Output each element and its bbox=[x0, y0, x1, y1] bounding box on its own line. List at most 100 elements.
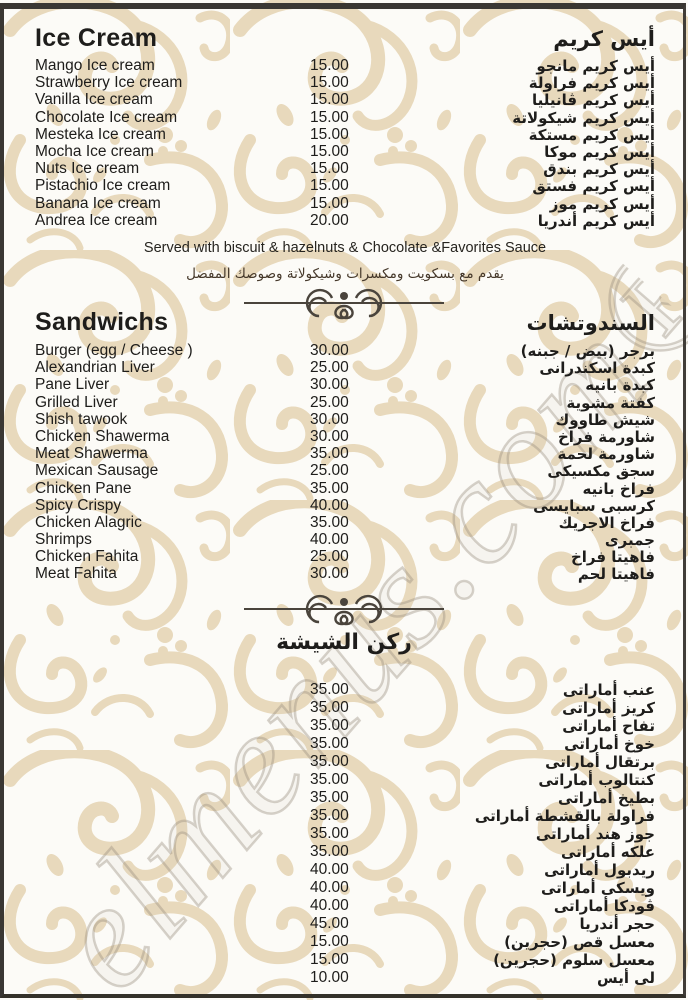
menu-item-row: 35.00 تفاح أماراتى bbox=[35, 717, 655, 735]
section-header-ice-cream: Ice Cream أيس كريم bbox=[35, 24, 655, 53]
item-name-ar: علكه أماراتى bbox=[560, 843, 655, 861]
item-name-ar: جوز هند أماراتى bbox=[535, 825, 655, 843]
item-name-ar: فاهيتا فراخ bbox=[570, 548, 655, 567]
item-price: 35.00 bbox=[310, 771, 349, 788]
menu-item-row: 35.00 كنتالوب أماراتى bbox=[35, 771, 655, 789]
menu-item-row: Meat Fahita 30.00 فاهيتا لحم bbox=[35, 565, 655, 584]
item-price: 35.00 bbox=[310, 825, 349, 842]
item-price: 35.00 bbox=[310, 735, 349, 752]
item-name-en: Andrea Ice cream bbox=[35, 211, 158, 229]
item-name-en: Mango Ice cream bbox=[35, 57, 155, 74]
item-price: 15.00 bbox=[310, 91, 349, 109]
item-price: 35.00 bbox=[310, 513, 349, 531]
menu-item-row: Mocha Ice cream 15.00 أيس كريم موكا bbox=[35, 142, 655, 161]
menu-item-row: 40.00 ريدبول أماراتى bbox=[35, 861, 655, 879]
item-price: 35.00 bbox=[310, 789, 349, 806]
menu-item-row: Mango Ice cream 15.00 أيس كريم مانجو bbox=[35, 57, 655, 75]
item-name-ar: أيس كريم فراولة bbox=[528, 74, 655, 93]
item-name-en: Chicken Shawerma bbox=[35, 427, 170, 445]
item-price: 30.00 bbox=[310, 376, 349, 394]
item-name-ar: أيس كريم موز bbox=[549, 194, 655, 213]
item-name-ar: بطيخ أماراتى bbox=[557, 789, 655, 807]
item-price: 40.00 bbox=[310, 897, 349, 914]
menu-item-row: Pistachio Ice cream 15.00 أيس كريم فستق bbox=[35, 177, 655, 196]
menu-item-row: Banana Ice cream 15.00 أيس كريم موز bbox=[35, 194, 655, 213]
menu-item-row: Vanilla Ice cream 15.00 أيس كريم ڤانيليا bbox=[35, 91, 655, 110]
item-name-ar: لى أيس bbox=[596, 969, 655, 987]
item-price: 40.00 bbox=[310, 496, 349, 514]
item-price: 40.00 bbox=[310, 879, 349, 896]
item-price: 30.00 bbox=[310, 565, 349, 583]
item-name-ar: كرسبى سبايسى bbox=[533, 496, 655, 515]
menu-item-row: Chicken Alagric 35.00 فراخ الاجريك bbox=[35, 513, 655, 532]
item-price: 10.00 bbox=[310, 969, 349, 986]
menu-item-row: 35.00 فراولة بالقشطة أماراتى bbox=[35, 807, 655, 825]
item-name-ar: فراخ بانيه bbox=[582, 479, 655, 498]
shisha-item-list: 35.00 عنب أماراتى 35.00 كريز أماراتى 35.… bbox=[35, 681, 655, 987]
sandwichs-title-ar: السندوتشات bbox=[526, 311, 655, 335]
menu-item-row: 10.00 لى أيس bbox=[35, 969, 655, 987]
item-price: 30.00 bbox=[310, 410, 349, 428]
item-name-ar: أيس كريم ڤانيليا bbox=[532, 91, 655, 110]
item-price: 25.00 bbox=[310, 393, 349, 411]
ornamental-divider bbox=[244, 288, 444, 320]
item-name-ar: فراخ الاجريك bbox=[558, 513, 655, 532]
item-price: 15.00 bbox=[310, 74, 349, 92]
item-name-ar: أيس كريم شيكولاتة bbox=[512, 108, 655, 127]
item-price: 15.00 bbox=[310, 160, 349, 178]
menu-item-row: 15.00 معسل سلوم (حجرين) bbox=[35, 951, 655, 969]
item-price: 35.00 bbox=[310, 681, 349, 698]
item-name-ar: كبدة بانيه bbox=[585, 376, 655, 395]
item-name-en: Meat Shawerma bbox=[35, 445, 148, 463]
menu-item-row: Pane Liver 30.00 كبدة بانيه bbox=[35, 376, 655, 395]
item-name-en: Chocolate Ice cream bbox=[35, 108, 178, 126]
item-price: 25.00 bbox=[310, 462, 349, 480]
menu-item-row: Nuts Ice cream 15.00 أيس كريم بندق bbox=[35, 160, 655, 178]
menu-item-row: 35.00 علكه أماراتى bbox=[35, 843, 655, 861]
item-name-en: Mocha Ice cream bbox=[35, 142, 154, 160]
item-name-en: Burger (egg / Cheese ) bbox=[35, 342, 193, 359]
item-name-ar: معسل سلوم (حجرين) bbox=[493, 951, 655, 969]
menu-item-row: 35.00 بطيخ أماراتى bbox=[35, 789, 655, 807]
item-name-ar: ڤودكا أماراتى bbox=[553, 897, 655, 915]
item-price: 15.00 bbox=[310, 933, 349, 950]
menu-item-row: 35.00 عنب أماراتى bbox=[35, 681, 655, 699]
menu-item-row: Grilled Liver 25.00 كفتة مشوية bbox=[35, 393, 655, 412]
menu-item-row: 35.00 برتقال أماراتى bbox=[35, 753, 655, 771]
item-price: 25.00 bbox=[310, 548, 349, 566]
item-name-ar: ويسكى أماراتى bbox=[541, 879, 655, 897]
item-name-en: Spicy Crispy bbox=[35, 496, 122, 514]
item-name-ar: كنتالوب أماراتى bbox=[538, 771, 655, 789]
item-name-ar: أيس كريم مستكة bbox=[528, 125, 655, 144]
item-name-ar: برتقال أماراتى bbox=[545, 753, 655, 771]
shisha-corner-title: ركن الشيشة bbox=[276, 630, 412, 655]
sandwichs-item-list: Burger (egg / Cheese ) 30.00 برجر (بيض /… bbox=[35, 342, 655, 583]
item-name-ar: عنب أماراتى bbox=[562, 681, 655, 699]
menu-item-row: 45.00 حجر أندريا bbox=[35, 915, 655, 933]
item-name-en: Shrimps bbox=[35, 531, 92, 549]
item-name-ar: شيش طاووك bbox=[555, 410, 655, 429]
menu-item-row: Shrimps 40.00 جمبرى bbox=[35, 531, 655, 550]
item-name-ar: سجق مكسيكى bbox=[547, 462, 655, 481]
item-name-en: Chicken Pane bbox=[35, 479, 132, 497]
item-price: 20.00 bbox=[310, 211, 349, 229]
item-price: 35.00 bbox=[310, 699, 349, 716]
ornamental-divider bbox=[244, 594, 444, 626]
item-name-ar: كريز أماراتى bbox=[562, 699, 655, 717]
menu-item-row: Chicken Shawerma 30.00 شاورمة فراخ bbox=[35, 427, 655, 446]
menu-item-row: Meat Shawerma 35.00 شاورمة لحمة bbox=[35, 445, 655, 464]
item-price: 15.00 bbox=[310, 951, 349, 968]
ice-cream-title-en: Ice Cream bbox=[35, 24, 158, 52]
item-name-ar: شاورمة لحمة bbox=[557, 445, 655, 464]
item-name-ar: فاهيتا لحم bbox=[577, 565, 655, 584]
item-name-en: Strawberry Ice cream bbox=[35, 74, 183, 92]
item-price: 35.00 bbox=[310, 479, 349, 497]
menu-item-row: Strawberry Ice cream 15.00 أيس كريم فراو… bbox=[35, 74, 655, 93]
item-name-ar: جمبرى bbox=[604, 531, 655, 550]
item-name-ar: أيس كريم فستق bbox=[532, 177, 655, 196]
section-header-sandwichs: Sandwichs السندوتشات bbox=[35, 308, 655, 337]
item-price: 40.00 bbox=[310, 861, 349, 878]
item-name-ar: فراولة بالقشطة أماراتى bbox=[474, 807, 655, 825]
item-price: 15.00 bbox=[310, 194, 349, 212]
menu-item-row: 40.00 ڤودكا أماراتى bbox=[35, 897, 655, 915]
